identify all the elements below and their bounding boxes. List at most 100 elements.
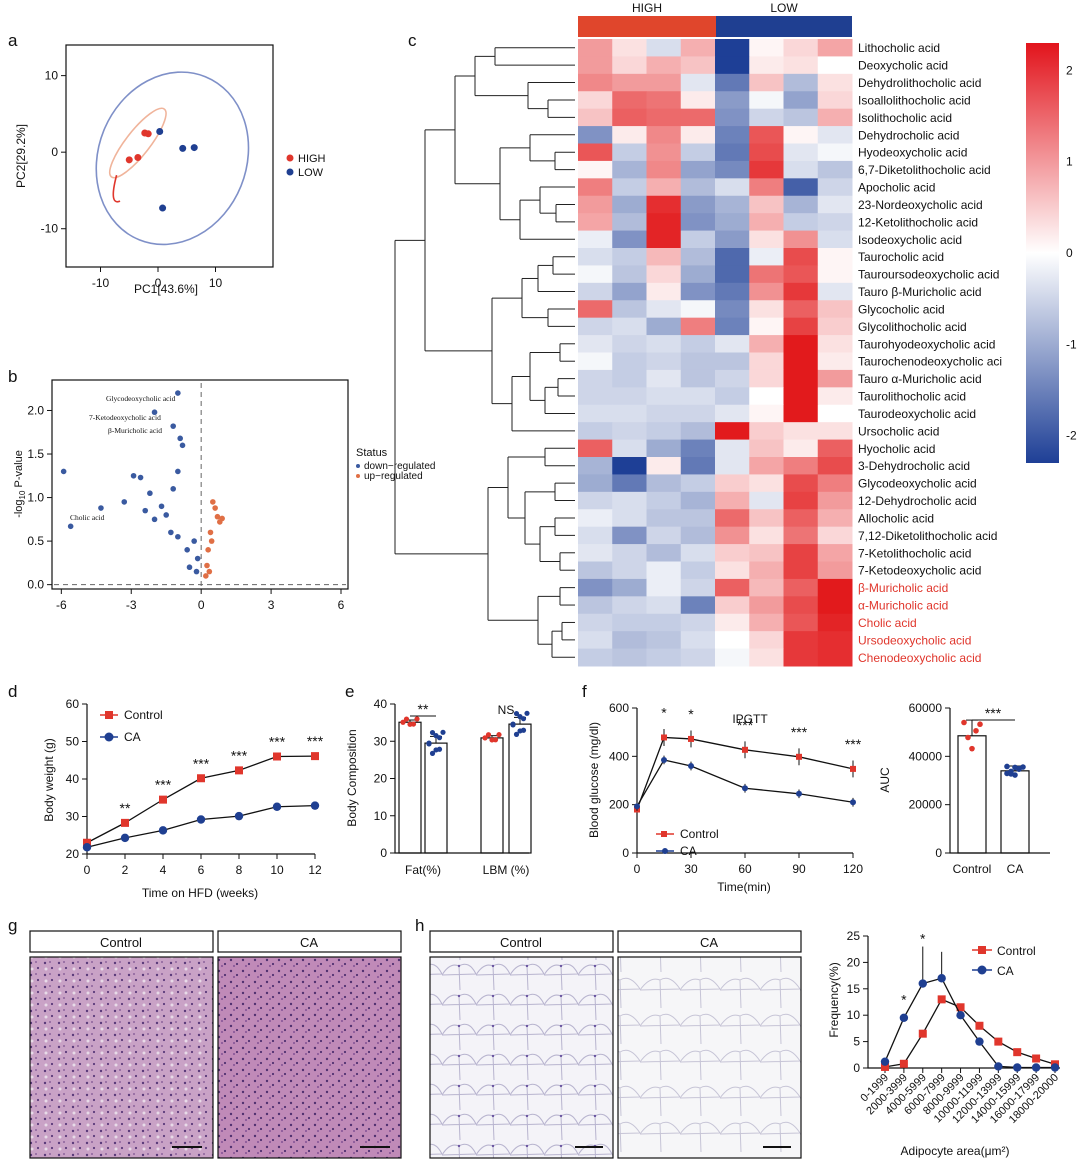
- annot-7-ketodeoxycholic: 7-Ketodeoxycholic acid: [89, 413, 161, 422]
- bc-point-ca: [426, 741, 432, 747]
- volcano-point-down: [98, 505, 104, 511]
- bc-point-control: [496, 732, 502, 738]
- volcano-point-up: [204, 562, 210, 569]
- heatmap-cell: [817, 596, 853, 615]
- ipgtt-line-ca: [636, 759, 854, 807]
- bw-point-control: [197, 774, 205, 783]
- volcano-ylabel: -log10 P-value: [13, 450, 27, 518]
- bc-bar-ca: [424, 742, 448, 854]
- legend-ca-marker: [104, 732, 114, 742]
- heatmap-cell: [612, 509, 647, 528]
- bc-bar-control: [398, 721, 422, 854]
- annot-cholic: Cholic acid: [70, 513, 105, 522]
- heatmap-row-label: Hyodeoxycholic acid: [858, 146, 967, 160]
- heatmap-cell: [680, 143, 716, 162]
- heatmap-cell: [715, 422, 750, 441]
- heatmap-cell: [783, 335, 819, 353]
- heatmap-cell: [646, 248, 682, 266]
- bw-point-ca: [196, 815, 206, 824]
- volcano-point-down: [170, 486, 176, 492]
- heatmap-cell: [680, 282, 716, 301]
- heatmap-cell: [680, 230, 716, 249]
- heatmap-cell: [646, 73, 682, 92]
- heatmap-cell: [783, 544, 819, 562]
- heatmap-cell: [783, 491, 819, 510]
- bw-ytick-label: 50: [66, 735, 80, 749]
- ipgtt-point-ca: [850, 799, 856, 806]
- volcano-point-down: [121, 499, 128, 505]
- heatmap-cell: [646, 230, 682, 249]
- heatmap-cell: [715, 160, 750, 179]
- heatmap-cell: [680, 474, 716, 493]
- bw-xtick-label: 6: [198, 863, 205, 877]
- bw-ytick-label: 60: [66, 697, 80, 711]
- volcano-xtick-label: 6: [338, 598, 345, 612]
- heatmap-cell: [680, 213, 716, 232]
- h-control-image: [429, 956, 614, 1159]
- heatmap-cell: [680, 648, 716, 667]
- freq-point-ca: [918, 979, 927, 988]
- bc-point-control: [492, 737, 499, 743]
- bw-xtick-label: 10: [270, 863, 284, 877]
- heatmap-cell: [646, 108, 682, 127]
- heatmap-cell: [680, 561, 716, 580]
- h-ca-image: [617, 956, 802, 1159]
- bw-ytick-label: 20: [66, 847, 80, 861]
- heatmap-cell: [783, 422, 819, 441]
- colorbar-tick-label: 0: [1066, 246, 1073, 260]
- auc-point-control: [977, 721, 983, 728]
- bc-significance: NS: [498, 703, 515, 717]
- heatmap-cell: [680, 56, 716, 75]
- volcano-point-down: [193, 568, 200, 575]
- heatmap-row-label: Tauro α-Muricholic acid: [858, 372, 982, 386]
- bw-point-ca: [272, 802, 282, 811]
- heatmap-cell: [612, 178, 647, 197]
- ipgtt-significance: *: [688, 706, 694, 722]
- auc-bar-control: [957, 735, 987, 854]
- heatmap-cell: [680, 265, 716, 284]
- volcano-xtick-label: 0: [198, 598, 205, 612]
- volcano-point-down: [175, 390, 181, 396]
- heatmap-cell: [783, 265, 819, 284]
- ipgtt-point-control: [850, 765, 856, 772]
- panel-label-a: a: [8, 31, 18, 50]
- legend-h-control-label: Control: [997, 944, 1036, 958]
- ipgtt-point-control: [796, 753, 802, 760]
- heatmap-cell: [612, 578, 647, 597]
- heatmap-row-label: β-Muricholic acid: [858, 581, 948, 595]
- heatmap-cell: [749, 56, 784, 75]
- heatmap-cell: [783, 369, 819, 388]
- heatmap-cell: [680, 195, 716, 214]
- heatmap-cell: [715, 195, 750, 214]
- heatmap-row-label: Taurocholic acid: [858, 250, 944, 264]
- heatmap-cell: [749, 108, 784, 127]
- auc-ytick-label: 20000: [909, 798, 943, 812]
- heatmap-cell: [749, 126, 784, 144]
- heatmap-cell: [646, 457, 682, 475]
- legend-control-marker: [105, 711, 113, 719]
- heatmap-cell: [783, 39, 819, 57]
- high-ellipse-edge: [112, 174, 121, 203]
- heatmap-row-label: 7-Ketolithocholic acid: [858, 546, 971, 560]
- heatmap-cell: [715, 439, 750, 458]
- heatmap-cell: [817, 317, 853, 336]
- heatmap-cell: [612, 648, 647, 667]
- panel-b-volcano: -6 -3 0 3 6 0.0 0.5 1.0 1.5 2.0 -log10 P-value Gl…: [13, 379, 435, 612]
- annot-glycodeoxycholic: Glycodeoxycholic acid: [106, 394, 176, 403]
- heatmap-cell: [578, 195, 613, 214]
- heatmap-cell: [612, 73, 647, 92]
- heatmap-cell: [646, 474, 682, 493]
- panel-d-body-weight: Body weight (g) Time on HFD (weeks) 0 2 4 6…: [42, 697, 324, 900]
- heatmap-cell: [578, 491, 613, 510]
- freq-point-ca: [956, 1011, 965, 1020]
- heatmap-cell: [680, 439, 716, 458]
- heatmap-row-label: Taurohyodeoxycholic acid: [858, 337, 995, 351]
- heatmap-cell: [646, 39, 682, 57]
- heatmap-cell: [783, 195, 819, 214]
- heatmap-cell: [715, 91, 750, 110]
- panel-f-ipgtt: IPGTT Blood glucose (mg/dl) Time(min) 0 3…: [587, 701, 1050, 894]
- heatmap-cell: [578, 335, 613, 353]
- heatmap-row-label: Lithocholic acid: [858, 41, 940, 55]
- panel-c-heatmap: HIGH LOW Lithocholic acid Deoxycholic aci…: [394, 1, 1077, 667]
